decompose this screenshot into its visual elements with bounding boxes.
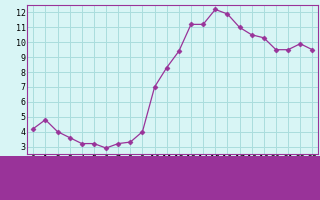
X-axis label: Windchill (Refroidissement éolien,°C): Windchill (Refroidissement éolien,°C) — [73, 169, 272, 178]
